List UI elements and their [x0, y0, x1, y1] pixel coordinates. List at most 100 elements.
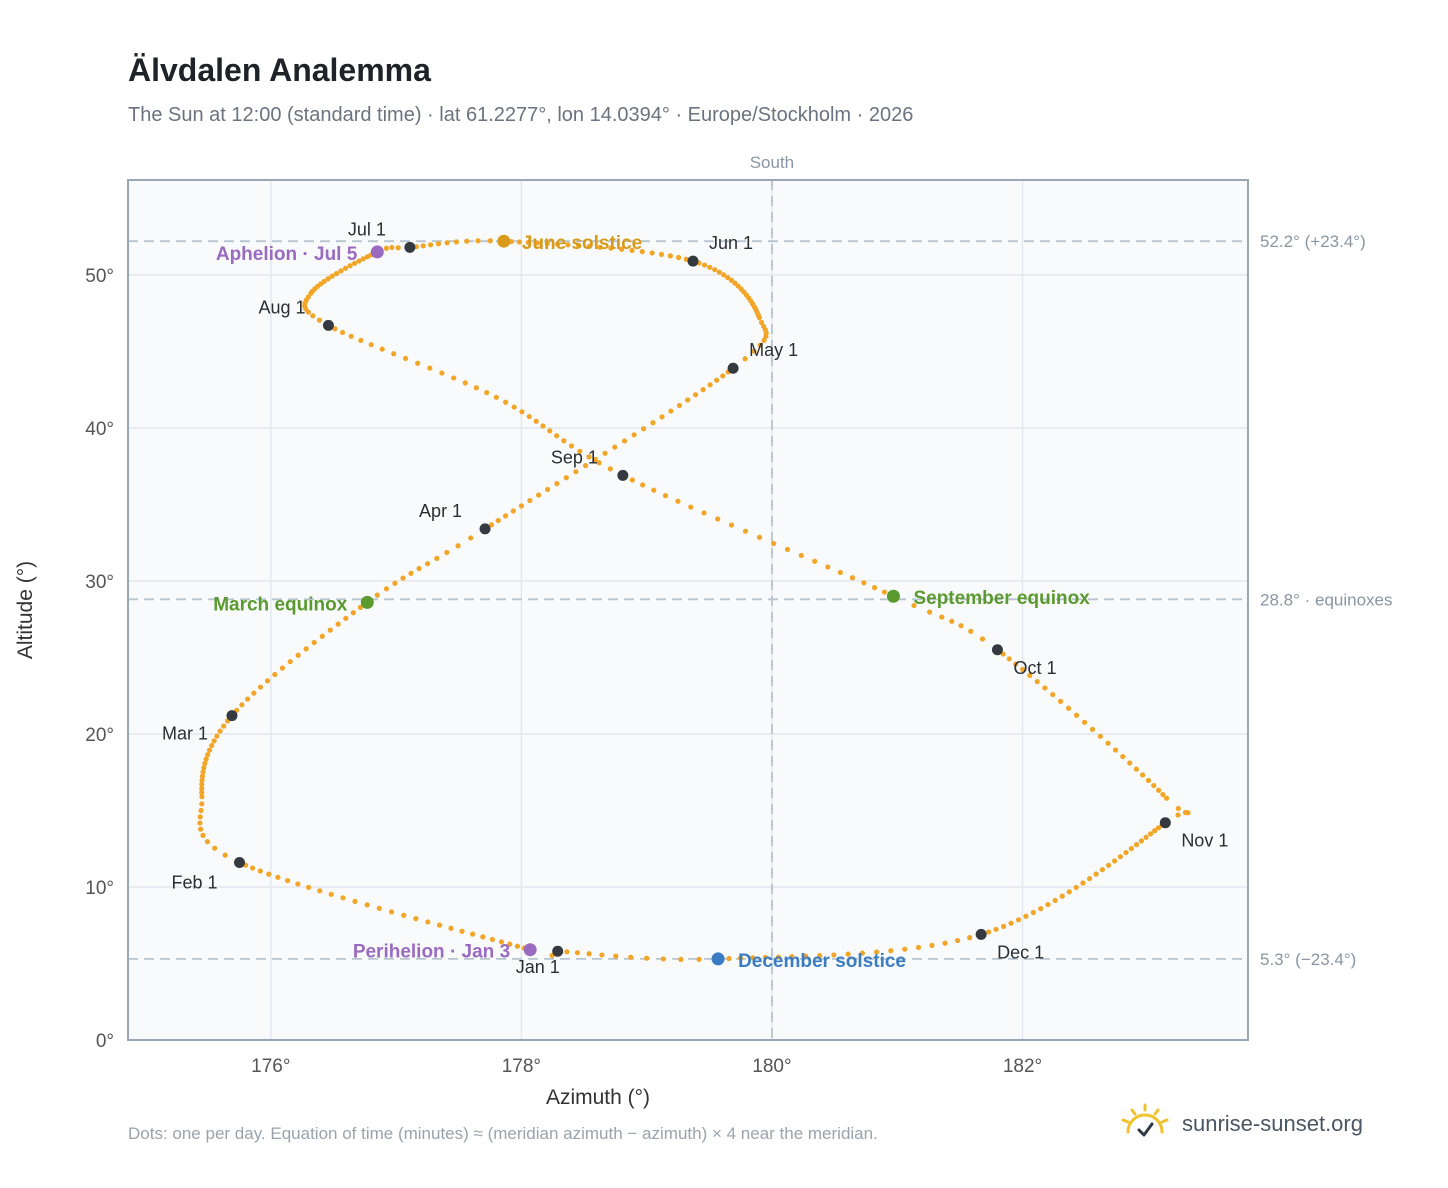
day-dot [564, 949, 570, 955]
day-dot [487, 238, 493, 244]
day-dot [408, 570, 414, 576]
day-dot [455, 543, 461, 549]
day-dot [1138, 838, 1145, 844]
month-label: Feb 1 [171, 872, 217, 892]
event-label: December solstice [738, 951, 906, 972]
day-dot [1147, 831, 1154, 837]
day-dot [650, 420, 656, 426]
day-dot [751, 348, 757, 354]
day-dot [383, 586, 390, 592]
day-dot [1182, 810, 1189, 816]
day-dot [197, 820, 203, 826]
day-dot [756, 534, 763, 540]
day-dot [701, 262, 708, 268]
day-dot [629, 247, 635, 253]
day-dot [305, 309, 311, 315]
day-dot [707, 382, 713, 388]
month-marker [975, 928, 987, 940]
day-dot [376, 905, 382, 911]
day-dot [675, 498, 681, 504]
x-axis-label: Azimuth (°) [546, 1086, 650, 1109]
month-label: Dec 1 [997, 942, 1044, 962]
day-dot [217, 728, 223, 734]
day-dot [696, 956, 702, 962]
reference-line-label: 5.3° (−23.4°) [1260, 950, 1356, 969]
day-dot [364, 902, 370, 908]
day-dot [676, 254, 682, 261]
month-label: Sep 1 [551, 447, 598, 467]
day-dot [1030, 909, 1036, 916]
day-dot [1059, 893, 1065, 899]
day-dot [211, 738, 217, 744]
day-dot [986, 929, 992, 935]
day-dot [861, 580, 867, 586]
day-dot [340, 895, 346, 901]
month-marker [233, 856, 245, 868]
axis-ticks: 176° 178° 180° 182° 0° 10° 20° 30° 40° 50° [85, 266, 1042, 1077]
day-dot [700, 387, 706, 393]
day-dot [761, 337, 767, 343]
day-dot [1006, 656, 1012, 662]
day-dot [688, 504, 694, 510]
day-dot [510, 508, 516, 514]
day-dot [200, 832, 206, 838]
day-dot [1133, 766, 1139, 772]
day-dot [199, 781, 205, 788]
day-dot [726, 955, 732, 962]
day-dot [662, 493, 669, 499]
day-dot [1112, 747, 1119, 753]
day-dot [742, 528, 749, 534]
day-dot [329, 273, 335, 279]
day-dot [316, 317, 323, 323]
day-dot [199, 794, 205, 800]
month-label: Jul 1 [348, 219, 386, 239]
day-dot [453, 239, 460, 245]
y-tick-label: 40° [85, 419, 114, 440]
x-tick-label: 176° [251, 1056, 290, 1077]
day-dot [762, 954, 768, 961]
day-dot [416, 565, 422, 572]
day-dot [402, 355, 409, 362]
day-dot [547, 428, 553, 434]
day-dot [586, 951, 592, 957]
day-dot [540, 423, 546, 429]
day-dot [239, 702, 245, 708]
day-dot [1082, 719, 1088, 725]
brand[interactable]: sunrise-sunset.org [1120, 1100, 1363, 1148]
day-dot [1066, 889, 1072, 895]
day-dot [484, 389, 490, 396]
reference-line-label: 52.2° (+23.4°) [1260, 232, 1366, 251]
day-dot [750, 955, 756, 961]
day-dot [568, 443, 575, 449]
y-tick-label: 20° [85, 725, 114, 746]
day-dot [631, 432, 637, 438]
day-dot [266, 871, 272, 877]
event-label: Perihelion · Jan 3 [353, 942, 510, 963]
day-dot [448, 925, 454, 931]
event-label: September equinox [913, 588, 1090, 609]
day-dot [1160, 791, 1166, 798]
day-dot [358, 337, 364, 344]
day-dot [420, 243, 426, 249]
day-dot [514, 943, 521, 949]
day-dot [444, 240, 450, 246]
day-dot [1089, 726, 1096, 732]
day-dot [771, 540, 777, 547]
day-dot [489, 936, 496, 943]
day-dot [257, 868, 263, 874]
day-dot [831, 952, 837, 958]
day-dot [939, 614, 945, 620]
day-dot [582, 463, 589, 469]
day-dot [554, 241, 561, 247]
day-dot [444, 549, 450, 556]
day-dot [728, 277, 735, 283]
day-dot [639, 249, 645, 255]
day-dot [775, 954, 782, 960]
day-dot [881, 589, 888, 595]
day-dot [335, 621, 341, 627]
day-dot [619, 246, 625, 252]
month-label: Apr 1 [419, 501, 462, 521]
event-label: Aphelion · Jul 5 [216, 244, 358, 265]
day-dot [518, 503, 525, 509]
day-dot [1023, 913, 1029, 919]
